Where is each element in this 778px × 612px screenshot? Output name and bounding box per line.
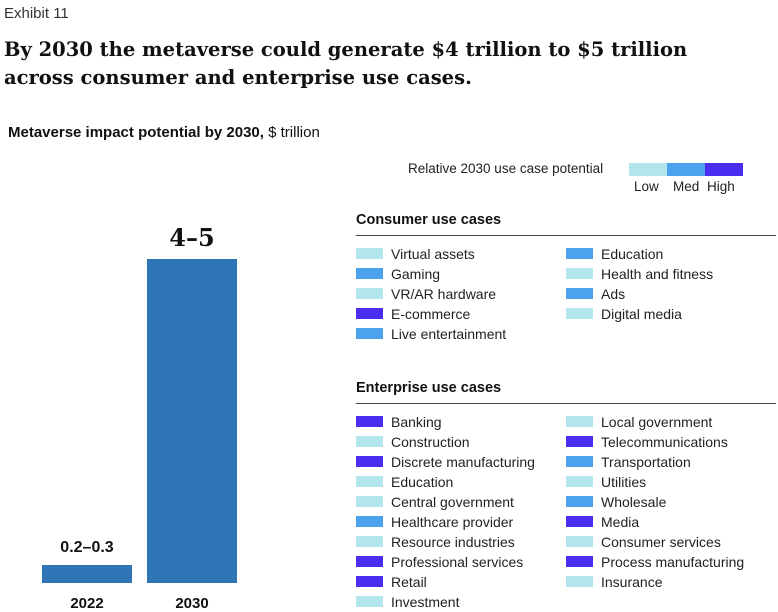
use-case-label: Virtual assets bbox=[391, 246, 475, 262]
use-case-label: Central government bbox=[391, 494, 514, 510]
potential-swatch-low bbox=[356, 436, 383, 447]
use-case-label: Retail bbox=[391, 574, 427, 590]
bar-2022 bbox=[42, 565, 132, 583]
consumer-section-title: Consumer use cases bbox=[356, 212, 502, 228]
potential-swatch-med bbox=[566, 496, 593, 507]
use-case-label: Insurance bbox=[601, 574, 663, 590]
legend-label-low: Low bbox=[634, 179, 659, 194]
use-case-label: Gaming bbox=[391, 266, 441, 282]
use-case-label: Resource industries bbox=[391, 534, 515, 550]
potential-swatch-low bbox=[356, 248, 383, 259]
use-case-label: Utilities bbox=[601, 474, 647, 490]
potential-swatch-high bbox=[356, 416, 383, 427]
potential-swatch-high bbox=[356, 576, 383, 587]
use-case-label: Media bbox=[601, 514, 640, 530]
use-case-label: Local government bbox=[601, 414, 713, 430]
x-tick-label: 2030 bbox=[175, 595, 208, 611]
exhibit-label: Exhibit 11 bbox=[4, 5, 69, 22]
subtitle-main: Metaverse impact potential by 2030, bbox=[8, 124, 264, 141]
use-case-label: E-commerce bbox=[391, 306, 471, 322]
x-tick-label: 2022 bbox=[70, 595, 103, 611]
legend-swatch-low bbox=[629, 163, 667, 176]
consumer-section-divider bbox=[356, 235, 776, 236]
use-case-label: Professional services bbox=[391, 554, 524, 570]
potential-swatch-med bbox=[356, 268, 383, 279]
potential-swatch-med bbox=[566, 456, 593, 467]
use-case-label: Ads bbox=[601, 286, 626, 302]
potential-swatch-med bbox=[566, 288, 593, 299]
use-case-label: Health and fitness bbox=[601, 266, 714, 282]
use-case-label: Discrete manufacturing bbox=[391, 454, 535, 470]
use-case-label: Live entertainment bbox=[391, 326, 507, 342]
use-case-label: Wholesale bbox=[601, 494, 667, 510]
potential-swatch-low bbox=[356, 288, 383, 299]
legend-label-high: High bbox=[707, 179, 735, 194]
potential-swatch-low bbox=[356, 536, 383, 547]
use-case-label: Consumer services bbox=[601, 534, 721, 550]
potential-swatch-low bbox=[356, 476, 383, 487]
potential-swatch-low bbox=[356, 596, 383, 607]
potential-swatch-low bbox=[566, 576, 593, 587]
bar-value-label: 4–5 bbox=[169, 223, 214, 252]
legend-title: Relative 2030 use case potential bbox=[408, 161, 604, 176]
use-case-label: Education bbox=[601, 246, 664, 262]
potential-swatch-high bbox=[566, 516, 593, 527]
use-case-label: Process manufacturing bbox=[601, 554, 745, 570]
potential-swatch-med bbox=[356, 516, 383, 527]
potential-swatch-low bbox=[356, 496, 383, 507]
use-case-label: Banking bbox=[391, 414, 442, 430]
potential-swatch-low bbox=[566, 416, 593, 427]
legend-swatch-med bbox=[667, 163, 705, 176]
subtitle-unit: $ trillion bbox=[263, 124, 320, 141]
potential-swatch-high bbox=[356, 556, 383, 567]
potential-swatch-low bbox=[566, 536, 593, 547]
potential-swatch-low bbox=[566, 308, 593, 319]
potential-swatch-med bbox=[566, 248, 593, 259]
chart-subtitle: Metaverse impact potential by 2030, $ tr… bbox=[8, 124, 320, 141]
potential-swatch-high bbox=[566, 436, 593, 447]
impact-bar-chart: 0.2–0.3 2022 4–5 2030 bbox=[42, 223, 237, 611]
potential-swatch-high bbox=[356, 456, 383, 467]
potential-swatch-low bbox=[566, 268, 593, 279]
enterprise-section-divider bbox=[356, 403, 776, 404]
legend-label-med: Med bbox=[673, 179, 700, 194]
potential-swatch-high bbox=[356, 308, 383, 319]
use-case-label: Digital media bbox=[601, 306, 682, 322]
legend-swatch-high bbox=[705, 163, 743, 176]
use-case-label: Investment bbox=[391, 594, 460, 610]
headline: By 2030 the metaverse could generate $4 … bbox=[4, 38, 688, 89]
use-case-label: Telecommunications bbox=[601, 434, 728, 450]
enterprise-section-title: Enterprise use cases bbox=[356, 380, 502, 396]
use-case-label: Education bbox=[391, 474, 454, 490]
bar-2030 bbox=[147, 259, 237, 583]
use-case-label: Healthcare provider bbox=[391, 514, 514, 530]
use-case-label: Transportation bbox=[601, 454, 691, 470]
potential-swatch-low bbox=[566, 476, 593, 487]
use-case-label: Construction bbox=[391, 434, 470, 450]
use-case-label: VR/AR hardware bbox=[391, 286, 497, 302]
potential-legend: Relative 2030 use case potential Low Med… bbox=[408, 160, 768, 200]
potential-swatch-med bbox=[356, 328, 383, 339]
potential-swatch-high bbox=[566, 556, 593, 567]
bar-value-label: 0.2–0.3 bbox=[60, 539, 113, 556]
